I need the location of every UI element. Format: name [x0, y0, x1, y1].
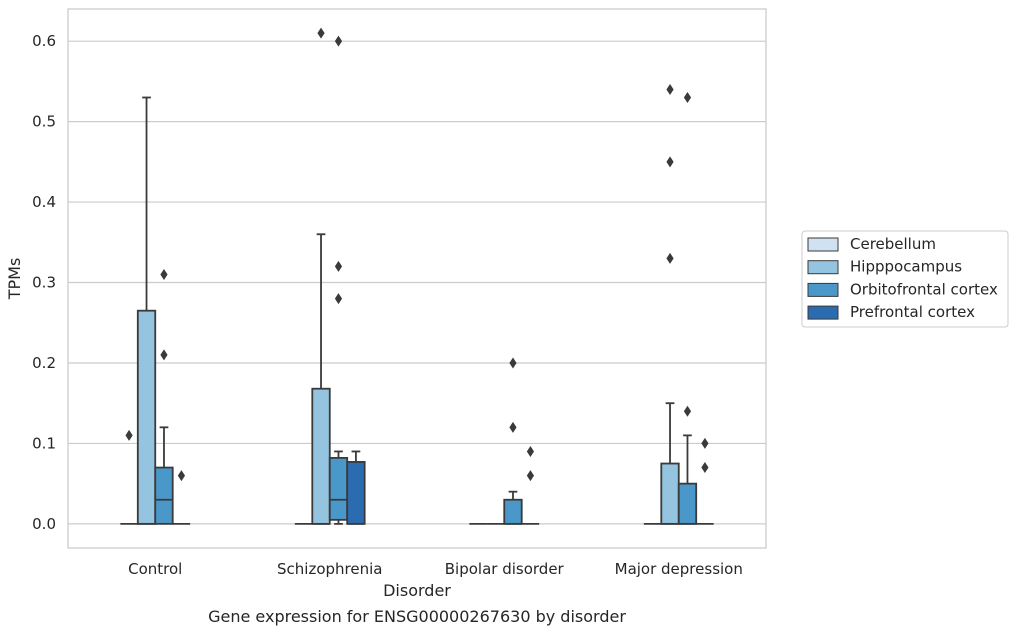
legend-item: Prefrontal cortex: [807, 303, 975, 321]
box-plots: [120, 27, 714, 525]
iqr-box: [503, 498, 523, 525]
iqr-box: [660, 462, 680, 525]
outlier-point: [125, 429, 133, 441]
iqr-box: [677, 482, 698, 525]
y-tick-labels: 0.0 0.1 0.2 0.3 0.4 0.5 0.6: [32, 32, 56, 533]
legend: Cerebellum Hipppocampus Orbitofrontal cort…: [801, 230, 1009, 328]
y-tick-label: 0.2: [32, 354, 56, 372]
outlier-point: [701, 437, 709, 449]
box-prefrontal-cortex-major-depression: [696, 437, 714, 525]
iqr-box: [346, 461, 366, 525]
legend-label: Hipppocampus: [850, 258, 962, 276]
legend-item: Cerebellum: [807, 235, 936, 253]
box-orbitofrontal-cortex-bipolar-disorder: [503, 357, 523, 525]
outlier-point: [177, 470, 186, 482]
box-prefrontal-cortex-bipolar-disorder: [521, 445, 540, 525]
box-orbitofrontal-cortex-schizophrenia: [328, 35, 349, 525]
outlier-point: [683, 405, 692, 417]
y-tick-label: 0.4: [32, 193, 56, 211]
iqr-box: [311, 387, 331, 525]
x-tick-label: Bipolar disorder: [445, 560, 565, 578]
outlier-point: [509, 357, 517, 369]
box-hipppocampus-control: [136, 96, 157, 525]
iqr-box: [136, 309, 157, 525]
box-orbitofrontal-cortex-control: [154, 268, 174, 525]
outlier-point: [160, 268, 168, 280]
outlier-point: [666, 156, 674, 168]
outlier-point: [666, 252, 674, 264]
y-tick-label: 0.5: [32, 113, 56, 131]
x-axis-title: Disorder: [383, 581, 451, 600]
outlier-point: [317, 27, 325, 39]
outlier-point: [701, 462, 709, 474]
x-tick-label: Schizophrenia: [277, 560, 382, 578]
y-tick-label: 0.1: [32, 434, 56, 452]
y-axis-title: TPMs: [5, 258, 24, 301]
outlier-point: [509, 421, 517, 433]
box-cerebellum-control: [120, 429, 138, 525]
x-tick-labels: Control Schizophrenia Bipolar disorder Majo…: [128, 560, 743, 578]
legend-label: Cerebellum: [850, 235, 936, 253]
outlier-point: [666, 83, 674, 95]
iqr-box: [328, 456, 349, 521]
box-prefrontal-cortex-schizophrenia: [346, 450, 366, 525]
legend-item: Hipppocampus: [807, 258, 962, 276]
legend-item: Orbitofrontal cortex: [807, 280, 998, 298]
box-hipppocampus-schizophrenia: [311, 27, 331, 525]
outlier-point: [683, 91, 692, 103]
box-prefrontal-cortex-control: [172, 470, 191, 525]
legend-frame: [801, 230, 1009, 328]
legend-swatch: [807, 282, 839, 297]
chart-caption: Gene expression for ENSG00000267630 by d…: [208, 607, 626, 626]
box-hipppocampus-major-depression: [660, 83, 680, 525]
x-tick-label: Control: [128, 560, 182, 578]
outlier-point: [334, 260, 343, 272]
outlier-point: [334, 35, 343, 47]
grid-lines: [68, 40, 766, 525]
legend-label: Prefrontal cortex: [850, 303, 975, 321]
y-tick-label: 0.0: [32, 515, 56, 533]
legend-label: Orbitofrontal cortex: [850, 280, 998, 298]
legend-swatch: [807, 260, 839, 275]
outlier-point: [334, 293, 343, 305]
legend-swatch: [807, 237, 839, 252]
outlier-point: [160, 349, 168, 361]
box-orbitofrontal-cortex-major-depression: [677, 91, 698, 525]
x-tick-label: Major depression: [615, 560, 743, 578]
outlier-point: [526, 445, 535, 457]
plot-frame: [67, 8, 767, 549]
outlier-point: [526, 470, 535, 482]
y-tick-label: 0.6: [32, 32, 56, 50]
y-tick-label: 0.3: [32, 274, 56, 292]
iqr-box: [154, 466, 174, 525]
legend-swatch: [807, 305, 839, 320]
